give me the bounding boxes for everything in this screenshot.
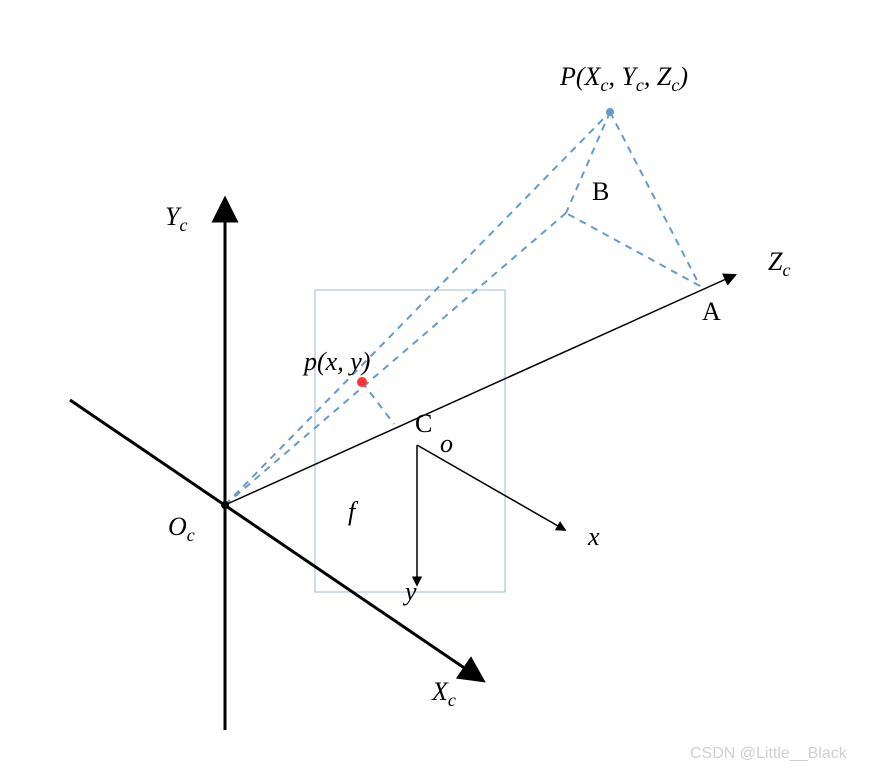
label-B: B [592,177,609,206]
label-p: p(x, y) [302,347,370,376]
label-Zc: Zc [768,247,790,280]
axis-Zc [225,275,735,505]
label-Yc: Yc [165,202,187,235]
label-A: A [702,297,721,326]
point-Oc [221,501,229,509]
label-y: y [402,577,417,606]
label-Xc: Xc [431,677,456,710]
camera-projection-diagram: P(Xc, Yc, Zc) Zc Yc Xc Oc B A Co f x y p(x, y) CSDN… [0,0,876,772]
label-C: C [415,409,432,438]
label-P: P(Xc, Yc, Zc) [559,62,688,95]
dashed-lines [225,112,700,505]
point-P [606,108,614,116]
point-p [357,377,367,387]
label-f: f [348,497,359,526]
image-plane [315,290,505,592]
axis-Xc [70,400,482,680]
label-Oc: Oc [168,512,195,545]
label-x: x [587,522,600,551]
watermark: CSDN @Little__Black [690,745,848,762]
label-o: o [440,429,453,458]
labels: P(Xc, Yc, Zc) Zc Yc Xc Oc B A Co f x y p(x, y) [165,62,790,710]
